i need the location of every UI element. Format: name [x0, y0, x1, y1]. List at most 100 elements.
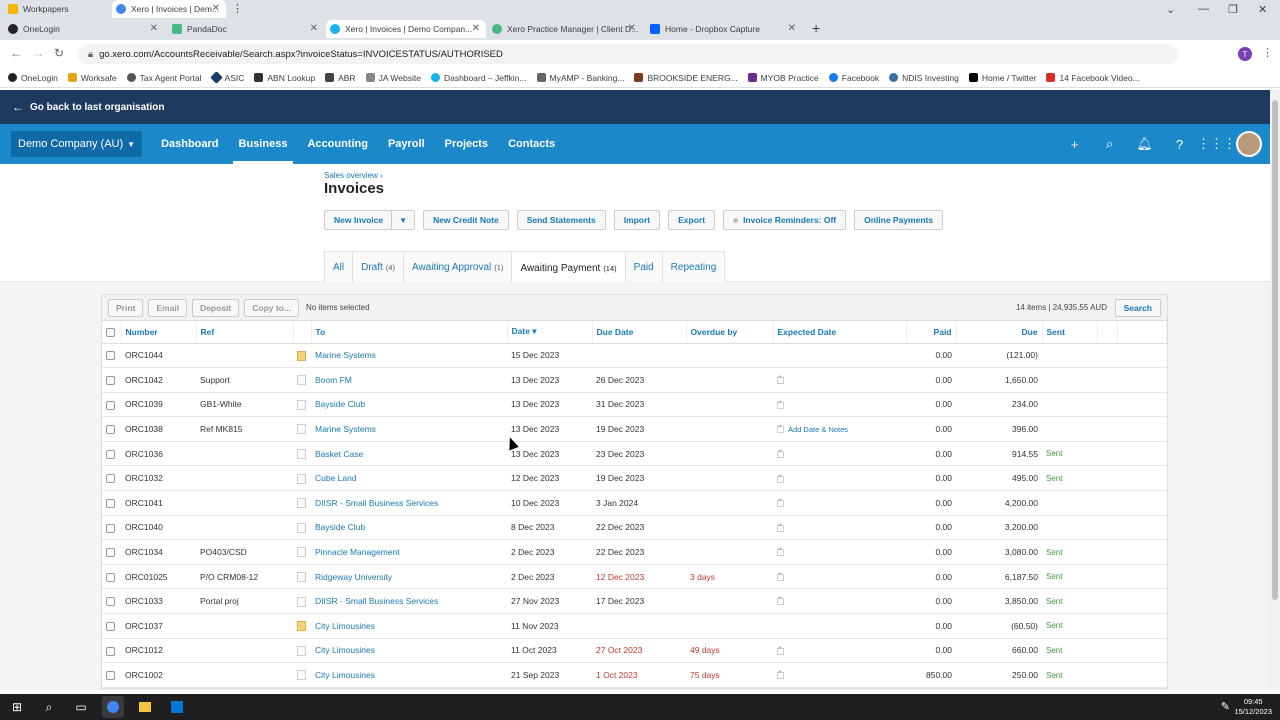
tab-xero-invoices-active[interactable]: Xero | Invoices | Demo Compan... ✕: [326, 20, 486, 38]
tab-search-icon[interactable]: ⌄: [1166, 3, 1176, 16]
invoice-date[interactable]: 12 Dec 2023: [507, 465, 592, 492]
col-due-date[interactable]: Due Date: [592, 321, 687, 344]
table-row[interactable]: ORC1038 Ref MK815 Marine Systems 13 Dec 202…: [102, 416, 1167, 442]
table-row[interactable]: ORC1036 Basket Case 13 Dec 2023 23 Dec 2023…: [102, 441, 1167, 467]
table-row[interactable]: ORC1033 Portal proj DIISR - Small Business…: [102, 588, 1167, 615]
invoice-date[interactable]: 2 Dec 2023: [507, 564, 592, 590]
close-tab-icon[interactable]: ✕: [309, 23, 318, 34]
tab-xero-practice-manager[interactable]: Xero Practice Manager | Client D... ✕: [488, 20, 642, 38]
new-tab-icon[interactable]: +: [812, 20, 821, 36]
invoice-ref[interactable]: [196, 638, 293, 664]
invoice-due-date[interactable]: 12 Dec 2023: [592, 564, 686, 590]
bookmark-brookside[interactable]: BROOKSIDE ENERG...: [634, 73, 738, 83]
chrome-taskbar-icon[interactable]: [102, 696, 124, 718]
invoice-number[interactable]: ORC1033: [121, 588, 196, 615]
expected-date-cell[interactable]: [773, 588, 906, 615]
help-icon[interactable]: ?: [1175, 136, 1184, 152]
bookmark-twitter[interactable]: Home / Twitter: [968, 73, 1036, 83]
invoice-date[interactable]: 27 Nov 2023: [507, 588, 592, 615]
search-button[interactable]: Search: [1114, 299, 1161, 317]
send-statements-button[interactable]: Send Statements: [516, 210, 606, 230]
import-button[interactable]: Import: [613, 210, 661, 230]
deposit-button[interactable]: Deposit: [192, 298, 240, 317]
scrollbar-thumb[interactable]: [1272, 100, 1278, 600]
invoice-number[interactable]: ORC1038: [121, 416, 196, 442]
col-due[interactable]: Due: [956, 321, 1043, 344]
invoice-number[interactable]: ORC1042: [121, 367, 196, 393]
invoice-ref[interactable]: P/O CRM08-12: [196, 564, 293, 590]
invoice-number[interactable]: ORC1040: [121, 515, 196, 541]
invoice-contact[interactable]: DIISR - Small Business Services: [311, 490, 507, 516]
nav-projects[interactable]: Projects: [444, 138, 489, 150]
bookmark-facebook-video[interactable]: 14 Facebook Video...: [1046, 73, 1140, 83]
row-checkbox[interactable]: [106, 572, 115, 582]
bookmark-worksafe[interactable]: Worksafe: [67, 73, 117, 83]
row-checkbox[interactable]: [106, 351, 115, 361]
add-date-notes-link[interactable]: Add Date & Notes: [788, 425, 849, 435]
expected-date-cell[interactable]: [773, 490, 906, 516]
bookmark-tax-agent-portal[interactable]: Tax Agent Portal: [126, 73, 202, 83]
bookmark-myob-practice[interactable]: MYOB Practice: [747, 73, 819, 83]
nav-accounting[interactable]: Accounting: [307, 138, 368, 150]
invoice-date[interactable]: 21 Sep 2023: [507, 662, 592, 688]
invoice-reminders-button[interactable]: Invoice Reminders: Off: [723, 210, 847, 230]
invoice-date[interactable]: 13 Dec 2023: [507, 392, 592, 418]
row-checkbox[interactable]: [106, 646, 115, 656]
add-note-icon[interactable]: [777, 571, 784, 581]
invoice-ref[interactable]: [196, 465, 293, 492]
windows-start-icon[interactable]: ⊞: [11, 700, 23, 714]
chevron-down-icon[interactable]: ▼: [391, 211, 414, 229]
url-bar[interactable]: 🔒︎ go.xero.com/AccountsReceivable/Search…: [78, 44, 1178, 64]
expected-date-cell[interactable]: [773, 465, 906, 492]
reload-icon[interactable]: ↻: [54, 46, 65, 60]
invoice-number[interactable]: ORC01025: [121, 564, 196, 590]
expected-date-cell[interactable]: [773, 638, 906, 664]
table-row[interactable]: ORC1012 City Limousines 11 Oct 2023 27 Oct …: [102, 638, 1167, 664]
table-row[interactable]: ORC1002 City Limousines 21 Sep 2023 1 Oct 2…: [102, 662, 1167, 688]
new-invoice-button[interactable]: New Invoice ▼: [324, 210, 416, 230]
nav-business[interactable]: Business: [232, 124, 294, 164]
menu-icon[interactable]: ⋮: [1262, 47, 1273, 59]
bookmark-dashboard[interactable]: Dashboard – Jeffkin...: [430, 73, 527, 83]
tab-onelogin[interactable]: OneLogin ✕: [4, 20, 164, 38]
apps-grid-icon[interactable]: ⋮⋮⋮: [1197, 136, 1236, 151]
invoice-ref[interactable]: PO403/CSD: [196, 539, 293, 565]
close-tab-icon[interactable]: ✕: [627, 23, 636, 34]
tab-workpapers[interactable]: Workpapers: [4, 0, 110, 18]
invoice-number[interactable]: ORC1036: [121, 441, 196, 467]
export-button[interactable]: Export: [668, 210, 716, 230]
invoice-due-date[interactable]: 31 Dec 2023: [592, 392, 686, 418]
bell-icon[interactable]: 🔔︎: [1136, 136, 1153, 151]
expected-date-cell[interactable]: [773, 539, 906, 565]
col-date[interactable]: Date ▾: [507, 321, 593, 344]
search-icon[interactable]: ⌕: [45, 699, 53, 714]
copy-to-button[interactable]: Copy to...: [244, 298, 299, 317]
row-checkbox[interactable]: [106, 449, 115, 459]
maximize-icon[interactable]: ❐: [1228, 3, 1238, 16]
expected-date-cell[interactable]: [773, 367, 906, 393]
tab-repeating[interactable]: Repeating: [661, 251, 726, 283]
row-checkbox[interactable]: [106, 597, 115, 607]
col-paid[interactable]: Paid: [906, 321, 957, 344]
print-button[interactable]: Print: [108, 298, 144, 317]
expected-date-cell[interactable]: [773, 441, 906, 467]
tab-xero-invoices[interactable]: Xero | Invoices | Dem... ✕: [112, 0, 226, 18]
invoice-contact[interactable]: DIISR - Small Business Services: [311, 588, 507, 615]
row-select-cell[interactable]: [102, 515, 121, 541]
invoice-due-date[interactable]: [592, 343, 686, 369]
tab-paid[interactable]: Paid: [624, 251, 663, 283]
plus-icon[interactable]: +: [1070, 136, 1079, 152]
table-row[interactable]: ORC1042 Support Boom FM 13 Dec 2023 26 Dec 2…: [102, 367, 1167, 393]
more-icon[interactable]: ⋮: [232, 3, 243, 15]
invoice-ref[interactable]: [196, 515, 293, 541]
invoice-ref[interactable]: Support: [196, 367, 293, 393]
add-note-icon[interactable]: [777, 374, 784, 385]
bookmark-myamp[interactable]: MyAMP - Banking...: [536, 73, 624, 83]
minimize-icon[interactable]: —: [1198, 3, 1209, 15]
invoice-date[interactable]: 2 Dec 2023: [507, 539, 592, 565]
col-expected-date[interactable]: Expected Date: [773, 321, 907, 344]
table-row[interactable]: ORC1044 Marine Systems 15 Dec 2023 0.00 (121…: [102, 343, 1167, 369]
row-select-cell[interactable]: [102, 367, 121, 393]
invoice-date[interactable]: 13 Dec 2023: [507, 367, 592, 393]
invoice-ref[interactable]: [196, 490, 293, 516]
